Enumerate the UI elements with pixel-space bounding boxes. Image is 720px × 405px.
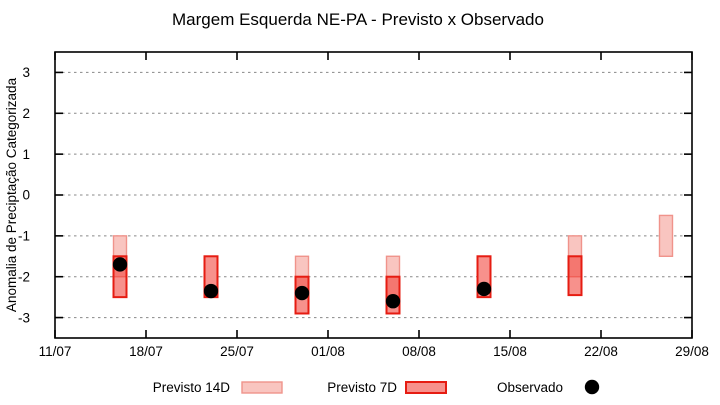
y-tick-label: -3 (18, 310, 30, 325)
forecast-bars (112, 214, 674, 315)
chart-legend: Previsto 14D Previsto 7D Observado (153, 379, 600, 395)
y-tick-label: 0 (22, 188, 30, 203)
bar-underlay (659, 215, 673, 257)
legend-label-obs: Observado (497, 380, 563, 395)
y-axis-label: Anomalia de Preciptação Categorizada (4, 77, 19, 312)
legend-swatch-d7 (405, 381, 447, 394)
y-tick-label: -1 (18, 229, 30, 244)
axis-frame (54, 51, 693, 339)
x-tick-label: 15/08 (493, 344, 527, 359)
legend-swatch-d14 (241, 381, 283, 394)
x-tick-label: 08/08 (402, 344, 436, 359)
x-tick-label: 29/08 (675, 344, 709, 359)
previsto-7d-bar (567, 255, 583, 297)
y-tick-label: 3 (22, 65, 30, 80)
y-tick-label: -2 (18, 269, 30, 284)
chart-title: Margem Esquerda NE-PA - Previsto x Obser… (172, 10, 544, 29)
observado-dot (203, 283, 219, 299)
observado-dot (294, 285, 310, 301)
observado-dot (385, 294, 401, 309)
previsto-14d-bar (658, 214, 674, 257)
tick-labels: 3 2 1 0 -1 -2 -3 11/07 18/07 25/07 01/08 08/08 15/08… (18, 65, 709, 359)
observado-dot (476, 281, 492, 297)
observado-dot (112, 257, 128, 272)
legend-observed-dot (584, 379, 600, 395)
legend-label-d7: Previsto 7D (327, 380, 397, 395)
y-tick-label: 1 (22, 147, 30, 162)
x-tick-label: 11/07 (39, 344, 72, 359)
gridlines (56, 71, 691, 319)
x-tick-label: 22/08 (584, 344, 618, 359)
legend-label-d14: Previsto 14D (153, 380, 231, 395)
x-tick-label: 01/08 (311, 344, 345, 359)
x-tick-label: 18/07 (129, 344, 163, 359)
x-tick-label: 25/07 (220, 344, 254, 359)
y-tick-label: 2 (22, 106, 30, 121)
